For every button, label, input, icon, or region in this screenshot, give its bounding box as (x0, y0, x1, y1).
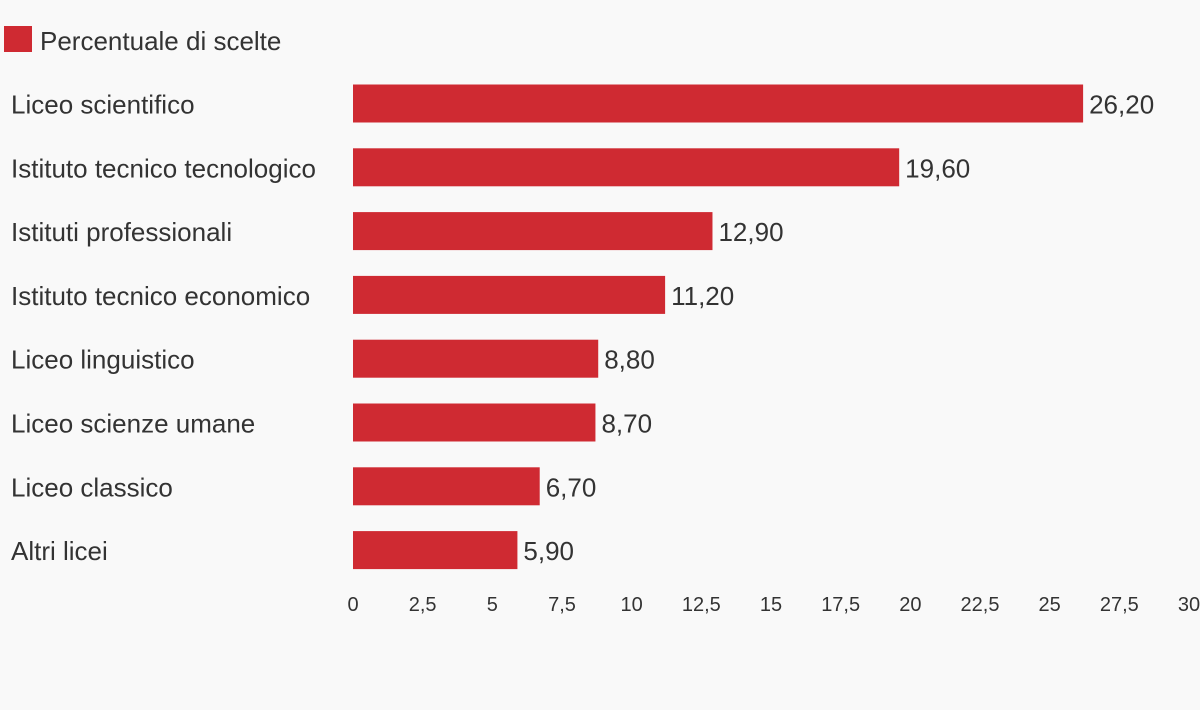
x-tick-label: 25 (1039, 594, 1061, 616)
bar (353, 275, 666, 314)
category-label: Liceo scienze umane (11, 409, 255, 439)
value-label: 8,80 (604, 345, 655, 375)
bar (353, 212, 713, 251)
x-tick-label: 10 (621, 594, 643, 616)
bar (353, 84, 1084, 123)
bar (353, 148, 900, 187)
value-label: 8,70 (601, 409, 652, 439)
x-tick-label: 17,5 (821, 594, 860, 616)
x-tick-label: 12,5 (682, 594, 721, 616)
category-label: Istituti professionali (11, 217, 232, 247)
legend-label: Percentuale di scelte (40, 26, 281, 56)
category-labels: Liceo scientifico Istituto tecnico tecnol… (11, 90, 316, 567)
legend-swatch (4, 26, 32, 52)
x-tick-label: 2,5 (409, 594, 437, 616)
value-label: 26,20 (1089, 90, 1154, 120)
x-tick-label: 30 (1178, 594, 1200, 616)
x-tick-label: 0 (347, 594, 358, 616)
x-tick-label: 15 (760, 594, 782, 616)
bar (353, 467, 540, 506)
x-tick-label: 22,5 (961, 594, 1000, 616)
bar (353, 339, 599, 378)
x-axis: 0 2,5 5 7,5 10 12,5 15 17,5 20 22,5 25 27,5 30 (347, 594, 1200, 616)
category-label: Altri licei (11, 536, 108, 566)
category-label: Istituto tecnico tecnologico (11, 153, 316, 183)
bars (353, 84, 1084, 570)
bar (353, 531, 518, 570)
category-label: Istituto tecnico economico (11, 281, 310, 311)
value-label: 12,90 (718, 217, 783, 247)
x-tick-label: 20 (899, 594, 921, 616)
value-label: 11,20 (671, 281, 734, 311)
value-label: 6,70 (546, 472, 597, 502)
bar (353, 403, 596, 442)
legend: Percentuale di scelte (4, 26, 281, 56)
x-tick-label: 27,5 (1100, 594, 1139, 616)
value-labels: 26,20 19,60 12,90 11,20 8,80 8,70 6,70 5,90 (523, 90, 1154, 567)
category-label: Liceo linguistico (11, 345, 195, 375)
value-label: 5,90 (523, 536, 574, 566)
category-label: Liceo scientifico (11, 90, 195, 120)
x-tick-label: 7,5 (548, 594, 576, 616)
category-label: Liceo classico (11, 472, 173, 502)
x-tick-label: 5 (487, 594, 498, 616)
value-label: 19,60 (905, 153, 970, 183)
